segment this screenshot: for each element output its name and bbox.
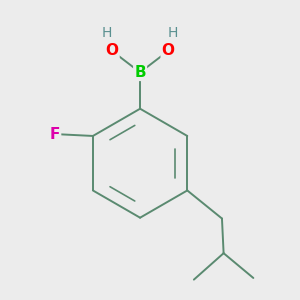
Text: H: H: [168, 26, 178, 40]
Text: H: H: [102, 26, 112, 40]
Text: B: B: [134, 65, 146, 80]
Text: O: O: [162, 44, 175, 59]
Text: F: F: [50, 127, 60, 142]
Text: O: O: [106, 44, 118, 59]
